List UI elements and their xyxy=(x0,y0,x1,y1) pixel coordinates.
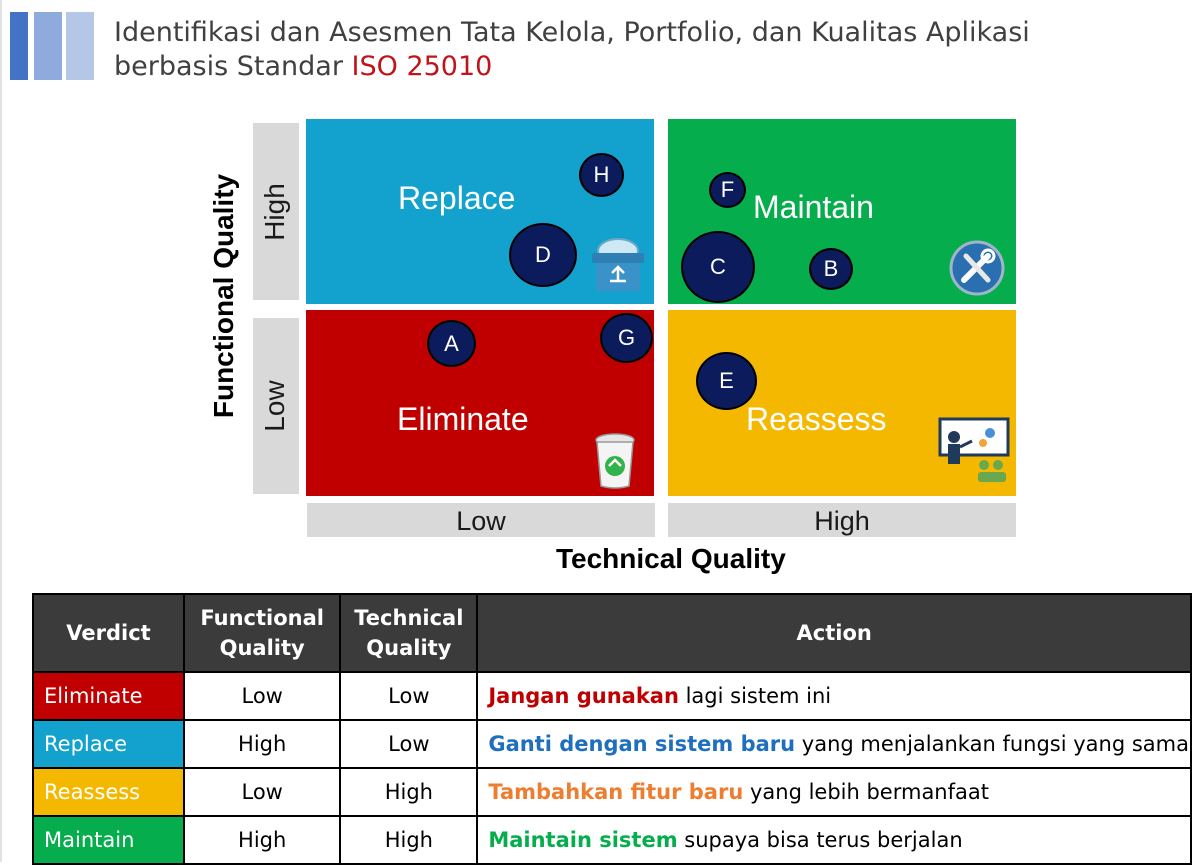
bubble-a: A xyxy=(427,320,476,367)
technical-cell: Low xyxy=(339,719,479,769)
header-technical-quality: Technical Quality xyxy=(339,593,479,673)
action-cell: Tambahkan fitur baru yang lebih bermanfa… xyxy=(476,767,1192,817)
title-line-2-prefix: berbasis Standar xyxy=(114,51,352,82)
action-highlight: Ganti dengan sistem baru xyxy=(488,732,796,756)
verdict-cell: Replace xyxy=(32,719,185,769)
header-bar-mid xyxy=(34,12,62,80)
x-label-high-box xyxy=(668,503,1016,537)
bubble-e: E xyxy=(696,352,757,410)
action-highlight: Maintain sistem xyxy=(488,828,678,852)
bubble-c: C xyxy=(681,231,755,303)
x-axis-title: Technical Quality xyxy=(556,543,786,574)
title-accent: ISO 25010 xyxy=(351,51,493,82)
y-label-low-box xyxy=(253,318,299,494)
bubble-b: B xyxy=(809,248,853,290)
verdict-cell: Maintain xyxy=(32,815,185,865)
header-functional-line1: Functional xyxy=(200,606,324,630)
y-label-high-box xyxy=(253,123,299,300)
bubble-f: F xyxy=(709,172,746,208)
y-label-low: Low xyxy=(259,380,290,432)
slide-left-edge xyxy=(0,0,2,862)
table-row: Maintain High High Maintain sistem supay… xyxy=(32,815,1192,865)
header-technical-line2: Quality xyxy=(366,636,452,660)
y-axis-title: Functional Quality xyxy=(208,173,239,419)
title-line-1: Identifikasi dan Asesmen Tata Kelola, Po… xyxy=(114,17,1030,48)
x-label-high: High xyxy=(814,506,870,536)
action-cell: Jangan gunakan lagi sistem ini xyxy=(476,671,1192,721)
quadrant-replace-label: Replace xyxy=(398,180,516,216)
action-highlight: Tambahkan fitur baru xyxy=(488,780,744,804)
action-text: lagi sistem ini xyxy=(678,684,832,708)
trash-recycle-icon xyxy=(595,433,635,489)
quadrant-eliminate-label: Eliminate xyxy=(397,401,529,437)
header-bar-dark xyxy=(10,12,28,80)
action-text: supaya bisa terus berjalan xyxy=(677,828,963,852)
table-row: Reassess Low High Tambahkan fitur baru y… xyxy=(32,767,1192,817)
header-technical-line1: Technical xyxy=(354,606,464,630)
y-label-high: High xyxy=(259,183,290,241)
bubble-g: G xyxy=(600,313,653,363)
verdict-cell: Reassess xyxy=(32,767,185,817)
quadrant-maintain-label: Maintain xyxy=(753,189,874,225)
presentation-board-icon xyxy=(938,417,1010,482)
action-highlight: Jangan gunakan xyxy=(488,684,679,708)
technical-cell: Low xyxy=(339,671,479,721)
functional-cell: High xyxy=(182,719,342,769)
functional-cell: High xyxy=(182,815,342,865)
functional-cell: Low xyxy=(182,767,342,817)
table-row: Eliminate Low Low Jangan gunakan lagi si… xyxy=(32,671,1192,721)
x-label-low: Low xyxy=(456,506,506,536)
verdict-cell: Eliminate xyxy=(32,671,185,721)
table-row: Replace High Low Ganti dengan sistem bar… xyxy=(32,719,1192,769)
x-label-low-box xyxy=(307,503,655,537)
header-verdict: Verdict xyxy=(32,593,185,673)
quadrant-reassess-label: Reassess xyxy=(746,401,887,437)
header-bar-light xyxy=(66,12,94,80)
action-cell: Ganti dengan sistem baru yang menjalanka… xyxy=(476,719,1192,769)
action-text: yang menjalankan fungsi yang sama xyxy=(795,732,1189,756)
technical-cell: High xyxy=(339,767,479,817)
quadrant-eliminate xyxy=(306,310,654,496)
technical-cell: High xyxy=(339,815,479,865)
wrench-screwdriver-icon xyxy=(949,240,1005,296)
recycle-bin-box-icon xyxy=(592,238,644,291)
bubble-d: D xyxy=(509,223,577,287)
action-text: yang lebih bermanfaat xyxy=(743,780,989,804)
header-action: Action xyxy=(476,593,1192,673)
verdict-table: Verdict Functional Quality Technical Quali… xyxy=(32,593,1192,865)
action-cell: Maintain sistem supaya bisa terus berjal… xyxy=(476,815,1192,865)
functional-cell: Low xyxy=(182,671,342,721)
table-header-row: Verdict Functional Quality Technical Quali… xyxy=(32,593,1192,673)
slide-title: Identifikasi dan Asesmen Tata Kelola, Po… xyxy=(114,16,1030,84)
title-line-2: berbasis Standar ISO 25010 xyxy=(114,50,1030,84)
bubble-h: H xyxy=(579,153,624,197)
header-functional-quality: Functional Quality xyxy=(182,593,342,673)
header-functional-line2: Quality xyxy=(219,636,305,660)
